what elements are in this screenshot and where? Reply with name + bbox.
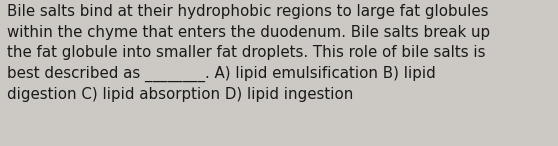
Text: Bile salts bind at their hydrophobic regions to large fat globules
within the ch: Bile salts bind at their hydrophobic reg… [7,4,490,102]
